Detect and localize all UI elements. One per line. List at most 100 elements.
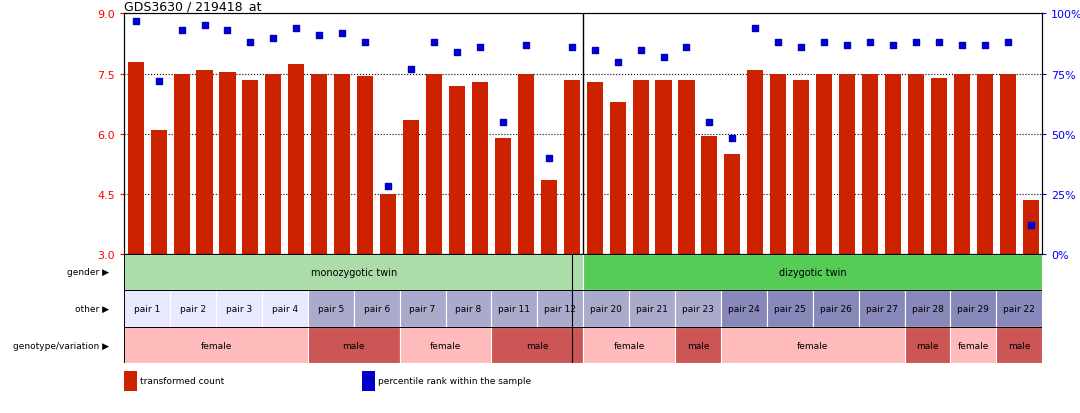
- Text: pair 22: pair 22: [1003, 304, 1035, 313]
- Bar: [491, 290, 538, 327]
- Bar: [266, 74, 282, 254]
- Text: female: female: [958, 341, 989, 350]
- Bar: [656, 81, 672, 254]
- Point: [563, 45, 580, 51]
- Bar: [124, 290, 171, 327]
- Point: [448, 50, 465, 56]
- Bar: [976, 74, 993, 254]
- Bar: [767, 290, 813, 327]
- Bar: [747, 70, 764, 254]
- Text: pair 8: pair 8: [456, 304, 482, 313]
- Text: pair 2: pair 2: [180, 304, 206, 313]
- Text: pair 27: pair 27: [865, 304, 897, 313]
- Bar: [675, 290, 721, 327]
- Bar: [793, 81, 809, 254]
- Bar: [564, 81, 580, 254]
- Bar: [583, 254, 1042, 290]
- Bar: [1000, 74, 1016, 254]
- Text: pair 28: pair 28: [912, 304, 944, 313]
- Bar: [583, 290, 629, 327]
- Bar: [124, 327, 308, 363]
- Text: male: male: [687, 341, 710, 350]
- Text: pair 26: pair 26: [820, 304, 852, 313]
- Point: [654, 54, 672, 61]
- Bar: [449, 86, 465, 254]
- Bar: [357, 76, 374, 254]
- Text: male: male: [526, 341, 549, 350]
- Text: pair 29: pair 29: [957, 304, 989, 313]
- Text: pair 21: pair 21: [636, 304, 669, 313]
- Text: gender ▶: gender ▶: [67, 268, 109, 277]
- Point: [127, 18, 145, 25]
- Text: pair 3: pair 3: [226, 304, 252, 313]
- Point: [334, 30, 351, 37]
- Bar: [770, 74, 786, 254]
- Bar: [219, 72, 235, 254]
- Point: [242, 40, 259, 47]
- Bar: [997, 290, 1042, 327]
- Bar: [630, 290, 675, 327]
- Bar: [446, 290, 491, 327]
- Bar: [400, 327, 491, 363]
- Text: transformed count: transformed count: [140, 376, 225, 385]
- Point: [815, 40, 833, 47]
- Text: percentile rank within the sample: percentile rank within the sample: [378, 376, 531, 385]
- Point: [724, 136, 741, 142]
- Text: genotype/variation ▶: genotype/variation ▶: [13, 341, 109, 350]
- Bar: [905, 290, 950, 327]
- Point: [586, 47, 604, 54]
- Bar: [197, 70, 213, 254]
- Point: [885, 42, 902, 49]
- Text: female: female: [430, 341, 461, 350]
- Bar: [262, 290, 308, 327]
- Point: [540, 155, 557, 161]
- Text: dizygotic twin: dizygotic twin: [779, 267, 847, 277]
- Bar: [124, 254, 583, 290]
- Point: [356, 40, 374, 47]
- Bar: [150, 130, 166, 254]
- Bar: [954, 74, 970, 254]
- Bar: [124, 254, 1042, 290]
- Text: pair 24: pair 24: [728, 304, 759, 313]
- Bar: [721, 290, 767, 327]
- Bar: [583, 327, 675, 363]
- Point: [954, 42, 971, 49]
- Text: male: male: [342, 341, 365, 350]
- Text: monozygotic twin: monozygotic twin: [311, 267, 396, 277]
- Point: [838, 42, 855, 49]
- Point: [1022, 222, 1039, 228]
- Bar: [538, 290, 583, 327]
- Point: [976, 42, 994, 49]
- Text: pair 11: pair 11: [498, 304, 530, 313]
- Text: pair 5: pair 5: [318, 304, 343, 313]
- Point: [379, 184, 396, 190]
- Bar: [678, 81, 694, 254]
- Text: pair 7: pair 7: [409, 304, 435, 313]
- Text: pair 12: pair 12: [544, 304, 577, 313]
- Bar: [905, 327, 950, 363]
- Point: [770, 40, 787, 47]
- Point: [495, 119, 512, 126]
- Point: [403, 66, 420, 73]
- Point: [609, 59, 626, 66]
- Point: [632, 47, 649, 54]
- Bar: [495, 138, 511, 254]
- Bar: [839, 74, 855, 254]
- Point: [999, 40, 1016, 47]
- Text: male: male: [916, 341, 939, 350]
- Point: [311, 33, 328, 39]
- Bar: [721, 327, 905, 363]
- Point: [793, 45, 810, 51]
- Bar: [171, 290, 216, 327]
- Bar: [472, 82, 488, 254]
- Bar: [725, 154, 741, 254]
- Bar: [308, 290, 354, 327]
- Bar: [216, 290, 261, 327]
- Bar: [950, 290, 997, 327]
- Bar: [403, 120, 419, 254]
- Text: male: male: [1008, 341, 1030, 350]
- Point: [678, 45, 696, 51]
- Text: pair 20: pair 20: [590, 304, 622, 313]
- Bar: [950, 327, 997, 363]
- Bar: [242, 81, 258, 254]
